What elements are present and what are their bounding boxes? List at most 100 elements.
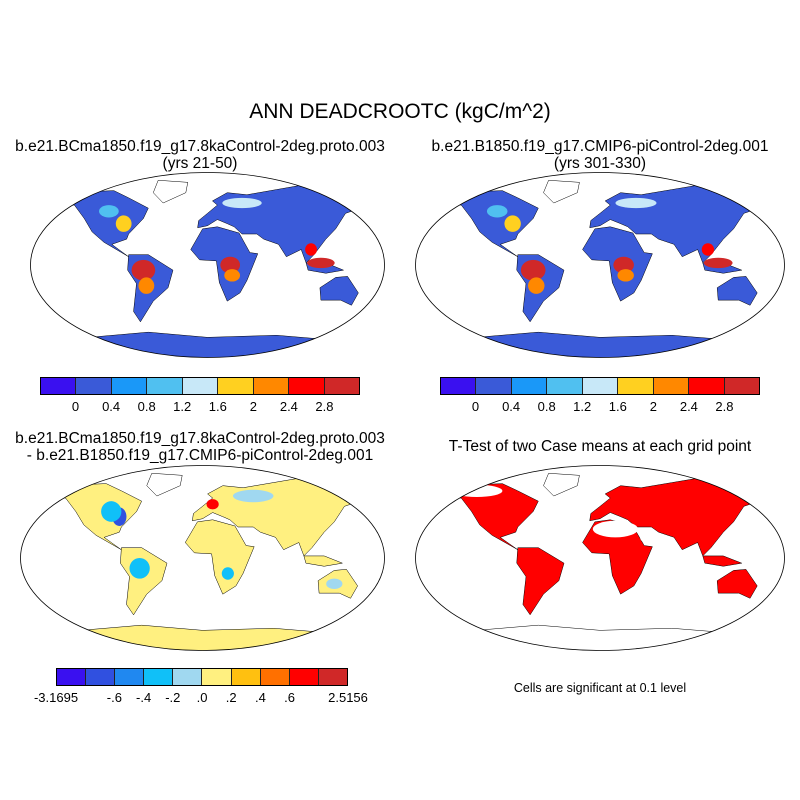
colorbar-label: .4 (254, 690, 266, 705)
colorbar-box (318, 669, 347, 685)
colorbar-box (260, 669, 290, 685)
colorbar-label: 0.8 (137, 399, 156, 414)
data-region (701, 243, 715, 256)
colorbar-label: 1.2 (573, 399, 592, 414)
case-name: b.e21.BCma1850.f19_g17.8kaControl-2deg.p… (15, 138, 385, 155)
data-region (131, 259, 156, 281)
colorbar-box (218, 378, 254, 394)
colorbar-box (653, 378, 690, 394)
colorbar-box (41, 378, 77, 394)
colorbar-box (111, 378, 148, 394)
colorbar-label: 0.8 (537, 399, 556, 414)
colorbar-label: .6 (284, 690, 296, 705)
map-difference (20, 465, 385, 651)
map-case2 (415, 172, 785, 358)
colorbar-label: .2 (225, 690, 237, 705)
significance-note: Cells are significant at 0.1 level (513, 681, 687, 695)
panel-title-bottom-left: b.e21.BCma1850.f19_g17.8kaControl-2deg.p… (0, 430, 400, 464)
colorbar-label: 2 (249, 399, 257, 414)
colorbar-label: 0 (71, 399, 80, 414)
data-region (221, 567, 234, 580)
panel-title-top-right: b.e21.B1850.f19_g17.CMIP6-piControl-2deg… (400, 138, 800, 172)
landmass-an (20, 625, 385, 651)
map-outline (21, 466, 385, 651)
data-region (613, 256, 634, 274)
colorbar-box (173, 669, 203, 685)
landmass-na (45, 191, 149, 257)
map-outline (416, 466, 785, 651)
colorbar-box (689, 378, 725, 394)
landmass-an (415, 625, 785, 651)
colorbar-box (724, 378, 759, 394)
colorbar-label: 1.2 (173, 399, 192, 414)
data-region (99, 205, 119, 218)
data-region (615, 197, 657, 209)
data-region (129, 558, 150, 579)
data-region (528, 277, 545, 294)
data-region (617, 269, 634, 282)
colorbar-label: 1.6 (208, 399, 227, 414)
colorbar-box (202, 669, 232, 685)
data-region (592, 520, 639, 538)
colorbar-box (289, 378, 325, 394)
data-region (640, 532, 653, 543)
colorbar-label: 2.8 (715, 399, 734, 414)
colorbar-label: 2.5156 (328, 690, 368, 705)
colorbar-box (547, 378, 583, 394)
colorbar-box (441, 378, 477, 394)
landmass-gl (147, 473, 182, 496)
panel-title-top-left: b.e21.BCma1850.f19_g17.8kaControl-2deg.p… (0, 138, 400, 172)
map-case1 (30, 172, 385, 358)
landmass-gl (543, 180, 579, 203)
landmass-au (320, 276, 358, 305)
colorbar-label: 0.4 (502, 399, 521, 414)
colorbar-box (76, 378, 112, 394)
data-region (326, 578, 343, 589)
case-name-subtracted: - b.e21.B1850.f19_g17.CMIP6-piControl-2d… (26, 447, 374, 464)
colorbar-box (147, 378, 183, 394)
colorbar-box (511, 378, 548, 394)
landmass-na (430, 191, 538, 257)
colorbar-box (324, 378, 359, 394)
landmass-na (430, 484, 538, 550)
colorbar-box (289, 669, 319, 685)
landmass-id (703, 556, 742, 566)
map-outline (30, 173, 384, 358)
colorbar-case1 (40, 377, 360, 395)
colorbar-label: 2.4 (679, 399, 698, 414)
data-region (486, 205, 508, 218)
data-region (232, 489, 274, 503)
landmass-gl (153, 180, 188, 203)
landmass-sa (120, 548, 167, 615)
colorbar-box (231, 669, 261, 685)
colorbar-label: .0 (196, 690, 208, 705)
data-region (206, 499, 219, 510)
colorbar-box (618, 378, 654, 394)
landmass-sa (517, 548, 564, 615)
colorbar-box (182, 378, 219, 394)
colorbar-label: -3.1695 (33, 690, 79, 705)
colorbar-label: 2.4 (279, 399, 298, 414)
data-region (520, 259, 546, 281)
data-region (703, 257, 733, 269)
data-region (305, 243, 317, 256)
colorbar-label: 0 (471, 399, 480, 414)
data-region (450, 484, 503, 498)
colorbar-box (476, 378, 512, 394)
landmass-eu (590, 477, 785, 556)
data-region (224, 269, 241, 282)
landmass-af (583, 520, 653, 594)
data-region (138, 277, 155, 294)
colorbar-difference (56, 668, 348, 686)
colorbar-box (144, 669, 174, 685)
data-region (307, 257, 335, 269)
colorbar-box (57, 669, 87, 685)
data-region (101, 501, 122, 522)
landmass-au (717, 569, 757, 598)
case-name: b.e21.BCma1850.f19_g17.8kaControl-2deg.p… (15, 430, 385, 447)
data-region (115, 215, 132, 232)
case-name: b.e21.B1850.f19_g17.CMIP6-piControl-2deg… (431, 138, 769, 155)
data-region (504, 215, 521, 232)
colorbar-label: 0.4 (102, 399, 121, 414)
